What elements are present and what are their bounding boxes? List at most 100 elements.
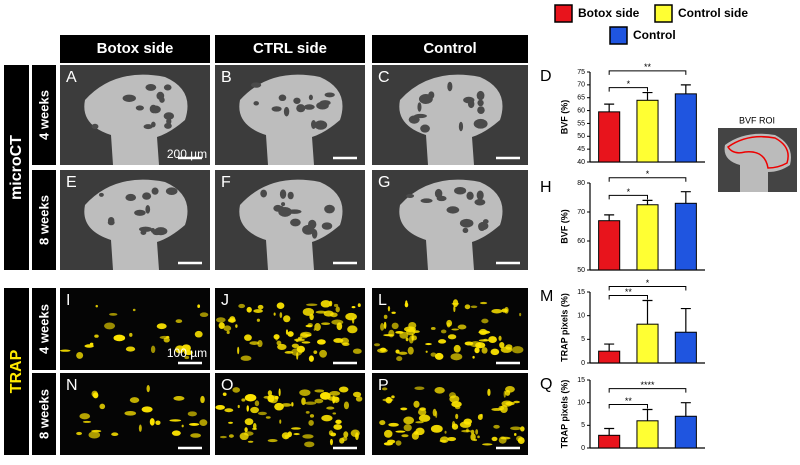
trap-stain (504, 389, 511, 396)
trap-stain (215, 404, 225, 410)
trap-stain (513, 400, 520, 404)
bone-pore (462, 227, 469, 234)
trap-stain (76, 431, 83, 436)
trap-stain (319, 349, 327, 358)
significance-bracket (608, 403, 648, 409)
trap-stain (314, 398, 324, 404)
trap-stain (453, 305, 456, 313)
bone-pore (324, 92, 335, 98)
trap-stain (194, 330, 203, 338)
bone-pore (417, 102, 422, 112)
trap-stain (305, 411, 310, 414)
trap-stain (281, 403, 292, 407)
trap-stain (352, 391, 362, 398)
trap-stain (269, 395, 279, 404)
legend-swatch (554, 4, 573, 23)
trap-stain (380, 323, 385, 331)
bone-pore (463, 96, 475, 104)
trap-stain (329, 438, 333, 446)
trap-stain (382, 398, 394, 402)
y-tick-label: 75 (577, 69, 585, 76)
row-label: 8 weeks (36, 195, 51, 245)
trap-stain (463, 418, 472, 425)
bone-pore (476, 90, 485, 101)
trap-stain (493, 424, 500, 429)
trap-stain (401, 434, 409, 438)
chart-panel-letter: D (540, 68, 552, 85)
trap-stain (138, 424, 142, 432)
trap-stain (451, 328, 459, 331)
trap-stain (336, 322, 343, 331)
bone-pore (98, 192, 104, 197)
trap-stain (187, 411, 197, 417)
trap-stain (237, 404, 240, 409)
error-bar (642, 408, 653, 421)
bone-pore (477, 99, 484, 107)
column-header: CTRL side (253, 40, 327, 57)
significance-bracket (608, 177, 687, 182)
y-tick-label: 50 (577, 267, 585, 274)
trap-stain (384, 429, 393, 438)
trap-stain (222, 392, 227, 396)
trap-stain (299, 389, 311, 396)
trap-stain (129, 332, 133, 337)
bone-pore (446, 206, 460, 214)
trap-stain (305, 334, 312, 337)
bone-pore (165, 187, 178, 195)
trap-stain (440, 329, 447, 334)
trap-stain (439, 436, 449, 443)
trap-stain (171, 430, 181, 436)
trap-stain (450, 353, 463, 361)
trap-stain (82, 420, 92, 423)
trap-stain (291, 343, 299, 348)
significance-bracket (608, 194, 648, 200)
trap-stain (104, 322, 116, 330)
bone-shape (239, 74, 343, 165)
bone-pore (283, 106, 290, 117)
trap-stain (474, 347, 480, 354)
bone-shape (84, 179, 188, 270)
error-bar (680, 191, 691, 204)
trap-stain (511, 346, 524, 354)
y-axis-label: TRAP pixels (%) (559, 380, 569, 449)
trap-stain (415, 421, 424, 424)
row-label-bg (32, 65, 56, 165)
panel-letter: J (221, 292, 229, 309)
trap-stain (273, 312, 276, 316)
trap-stain (163, 337, 170, 343)
trap-stain (395, 430, 406, 433)
inset-title: BVF ROI (739, 115, 775, 125)
bone-shape (239, 179, 343, 270)
trap-stain (432, 408, 437, 417)
trap-stain (246, 405, 249, 412)
bar (674, 93, 697, 163)
inset-bone (724, 133, 791, 192)
trap-stain (308, 419, 314, 426)
row-label-bg (32, 288, 56, 370)
y-tick-label: 40 (577, 159, 585, 166)
trap-stain (299, 332, 309, 339)
trap-stain (338, 386, 349, 393)
y-tick-label: 60 (577, 107, 585, 114)
bone-pore (458, 121, 464, 132)
image-panel: E (60, 170, 210, 270)
trap-stain (241, 398, 246, 402)
trap-stain (453, 344, 461, 353)
trap-stain (434, 387, 445, 394)
trap-stain (257, 411, 267, 416)
inset-roi (726, 135, 789, 169)
image-panel: I (59, 288, 210, 370)
trap-stain (517, 437, 525, 445)
trap-stain (188, 422, 200, 426)
error-bar (642, 199, 653, 205)
trap-stain (479, 301, 488, 305)
image-bg (372, 288, 528, 370)
trap-stain (169, 419, 182, 422)
trap-stain (141, 406, 153, 413)
y-tick-label: 45 (577, 146, 585, 153)
bone-pore (163, 84, 172, 91)
trap-stain (383, 314, 388, 320)
trap-stain (473, 438, 478, 442)
panel-letter: G (378, 174, 390, 191)
image-panel: G (372, 170, 528, 270)
